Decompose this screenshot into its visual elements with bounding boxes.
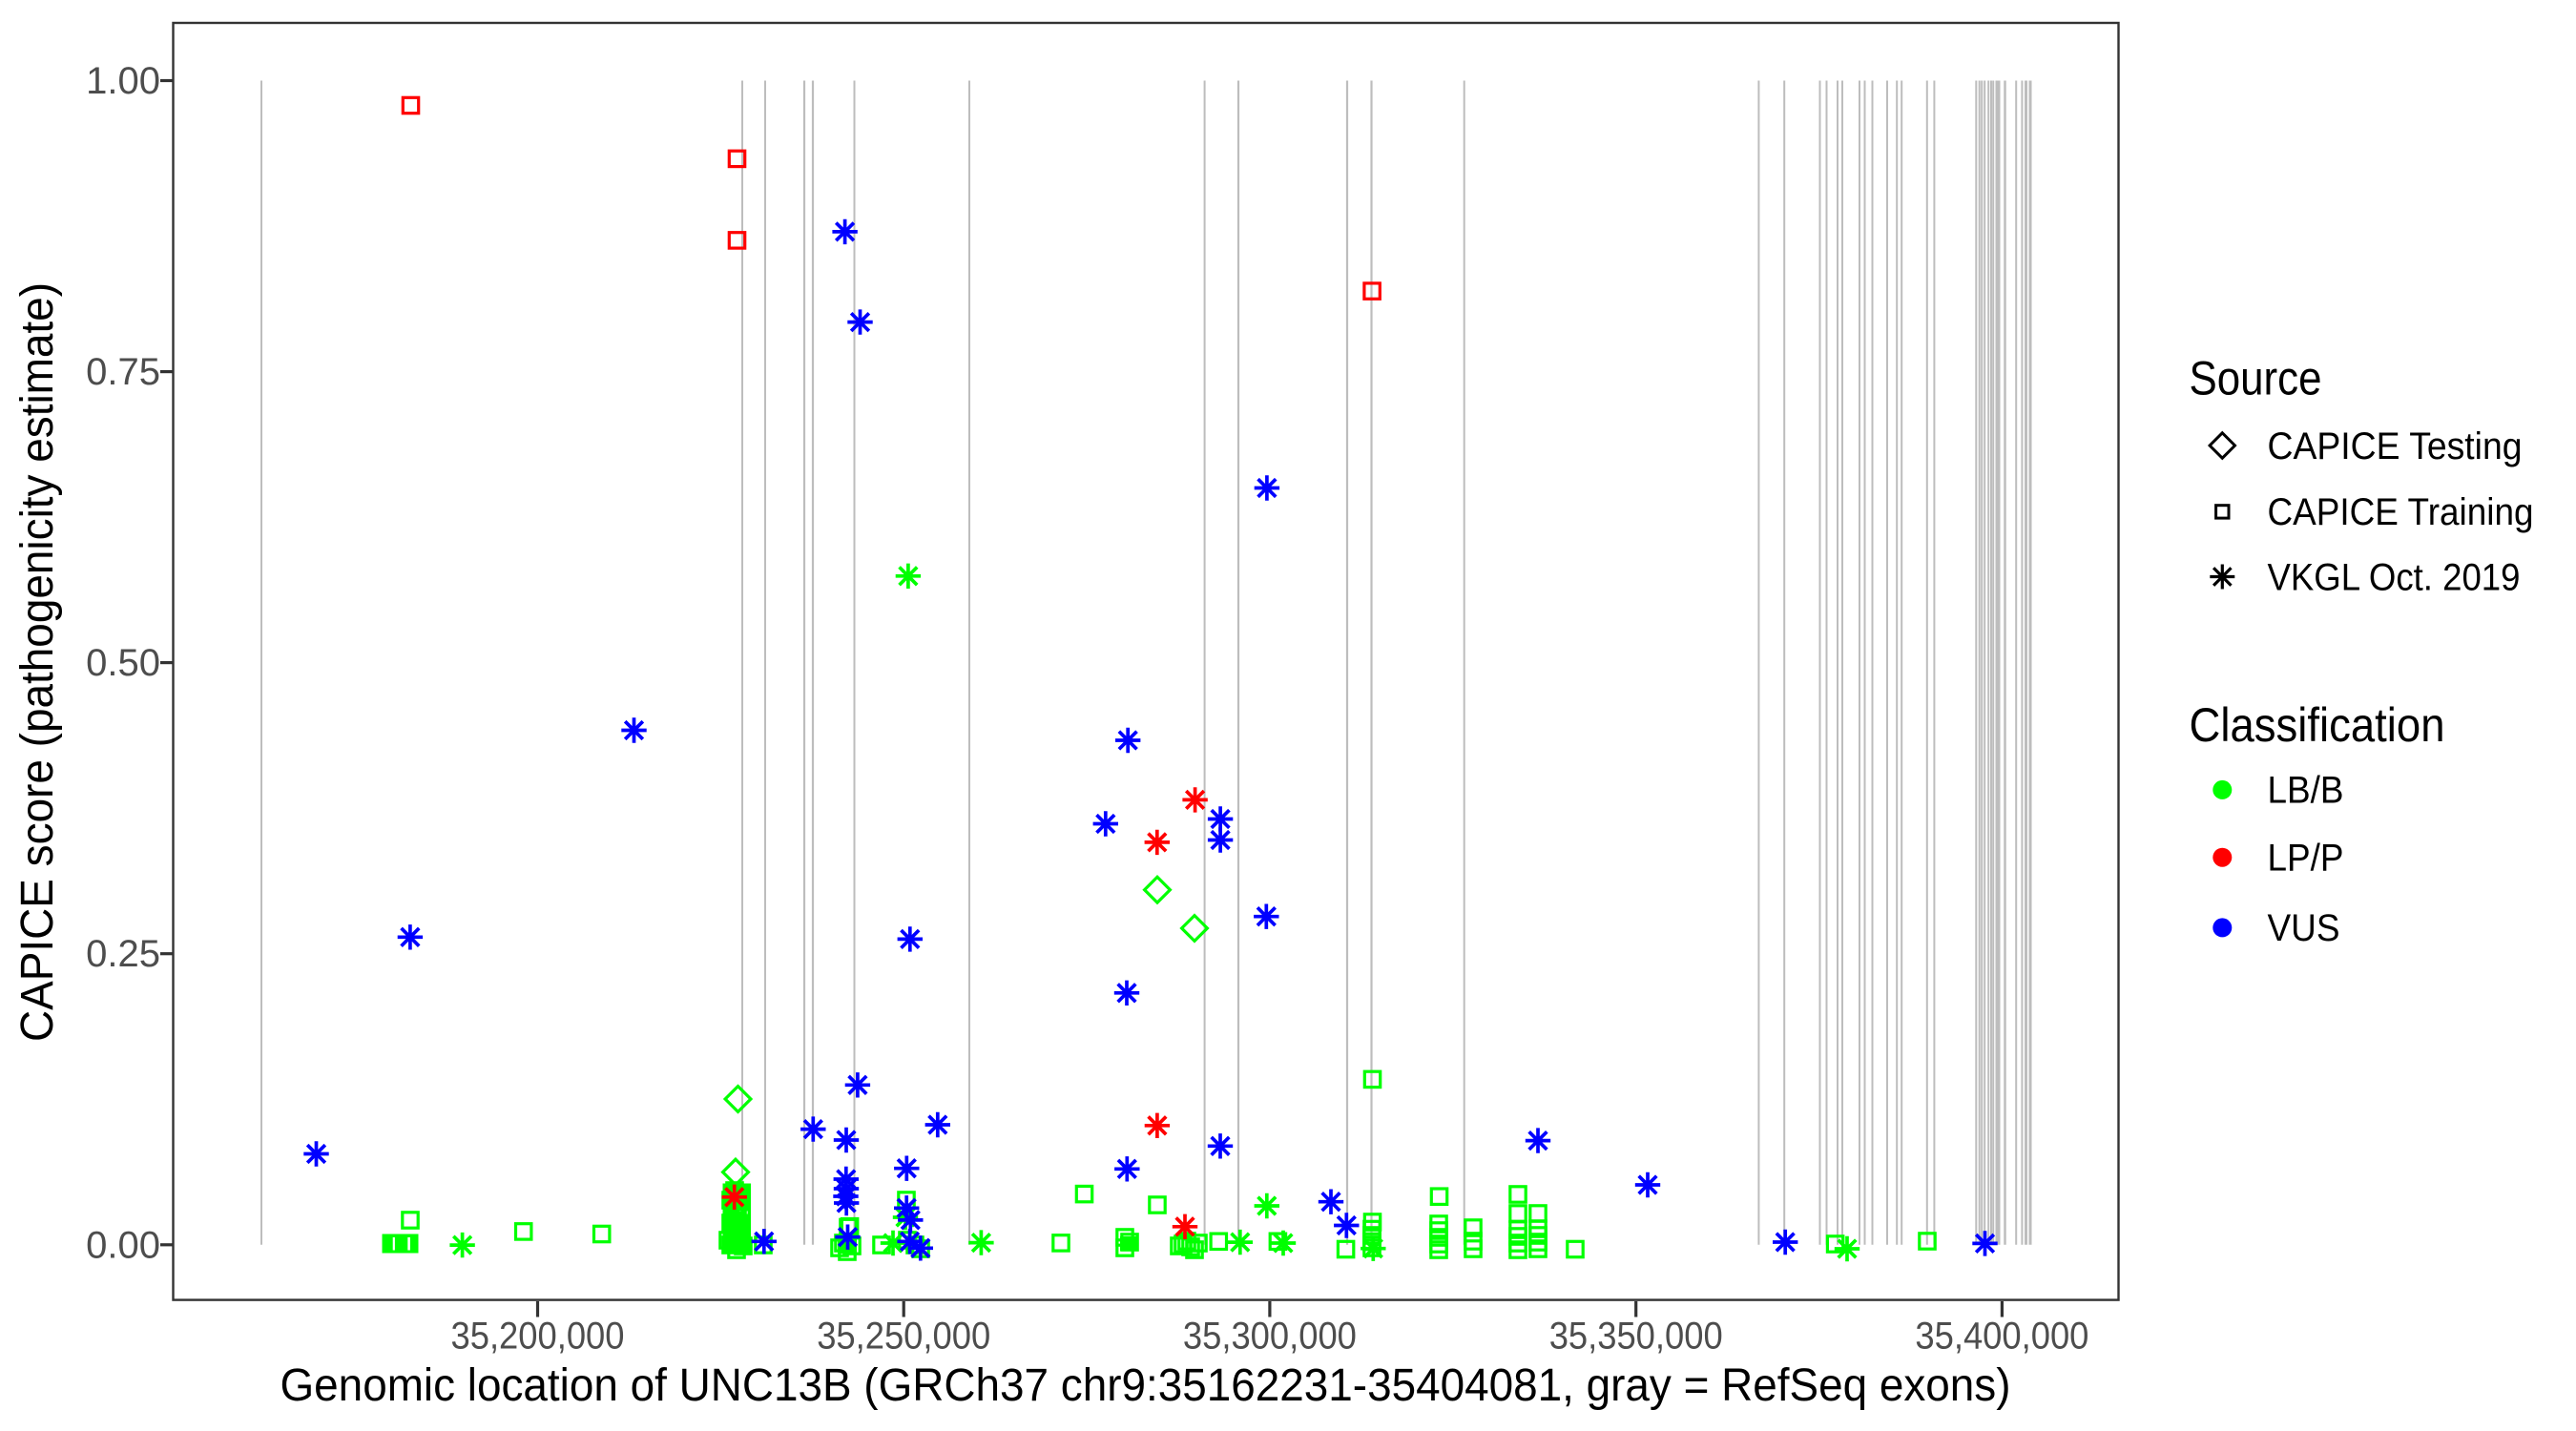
svg-text:CAPICE score (pathogenicity es: CAPICE score (pathogenicity estimate) bbox=[12, 282, 63, 1042]
svg-text:VUS: VUS bbox=[2268, 907, 2340, 949]
svg-text:35,200,000: 35,200,000 bbox=[451, 1316, 625, 1358]
svg-text:0.25: 0.25 bbox=[86, 933, 160, 975]
svg-text:35,350,000: 35,350,000 bbox=[1549, 1316, 1723, 1358]
svg-text:0.00: 0.00 bbox=[86, 1224, 160, 1266]
svg-text:0.50: 0.50 bbox=[86, 642, 160, 684]
svg-text:CAPICE Training: CAPICE Training bbox=[2268, 491, 2534, 533]
svg-text:CAPICE Testing: CAPICE Testing bbox=[2268, 425, 2523, 467]
svg-text:VKGL Oct. 2019: VKGL Oct. 2019 bbox=[2268, 556, 2521, 598]
svg-text:35,250,000: 35,250,000 bbox=[817, 1316, 990, 1358]
svg-text:LP/P: LP/P bbox=[2268, 838, 2344, 880]
svg-text:LB/B: LB/B bbox=[2268, 770, 2344, 812]
svg-text:1.00: 1.00 bbox=[86, 60, 160, 102]
svg-text:0.75: 0.75 bbox=[86, 351, 160, 393]
svg-text:Genomic location of UNC13B (GR: Genomic location of UNC13B (GRCh37 chr9:… bbox=[280, 1360, 2011, 1411]
svg-text:35,400,000: 35,400,000 bbox=[1915, 1316, 2088, 1358]
svg-text:Source: Source bbox=[2190, 351, 2322, 404]
svg-text:Classification: Classification bbox=[2190, 698, 2445, 752]
svg-text:35,300,000: 35,300,000 bbox=[1183, 1316, 1357, 1358]
